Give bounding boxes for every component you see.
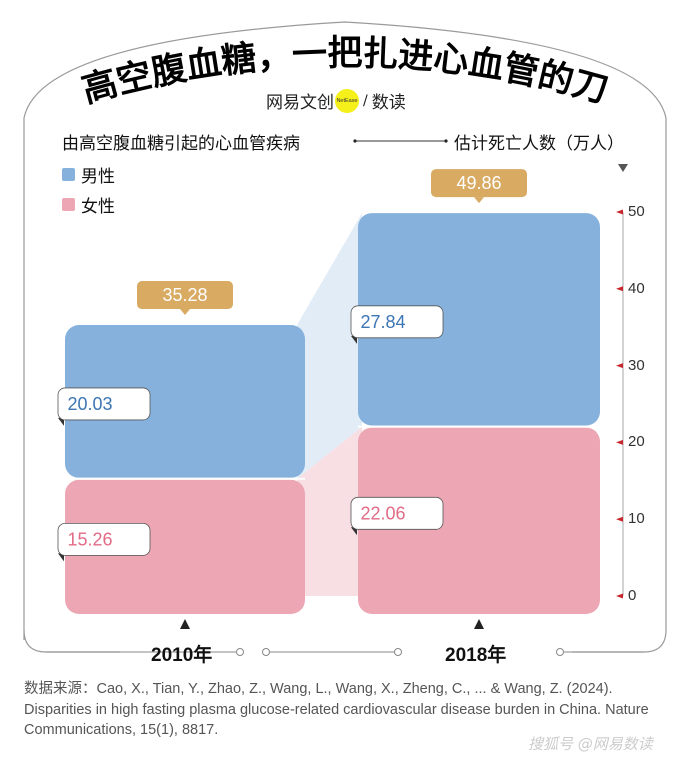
timeline-node-0 bbox=[236, 648, 244, 656]
y-tick-label: 10 bbox=[628, 510, 645, 528]
y-tick-label: 40 bbox=[628, 279, 645, 297]
bar-male-0 bbox=[65, 325, 305, 478]
y-tick-marker-2 bbox=[616, 439, 623, 445]
timeline-node-3 bbox=[556, 648, 564, 656]
year-marker-0 bbox=[180, 619, 190, 629]
legend-swatch-male bbox=[62, 168, 75, 181]
bar-female-0 bbox=[65, 479, 305, 614]
total-label-1: 49.86 bbox=[456, 173, 501, 193]
connector-female bbox=[297, 426, 362, 596]
frame-border bbox=[23, 21, 667, 653]
y-tick-label: 20 bbox=[628, 433, 645, 451]
y-tick-label: 30 bbox=[628, 356, 645, 374]
brand-badge: NetEase bbox=[335, 88, 359, 113]
total-badge-1 bbox=[431, 169, 527, 198]
legend-label-male: 男性 bbox=[81, 167, 115, 187]
frame-border-bottom-left bbox=[23, 629, 120, 653]
x-tick-label-0: 2010年 bbox=[151, 645, 213, 666]
connector-male bbox=[297, 213, 362, 479]
bar-female-1 bbox=[358, 427, 600, 614]
year-marker-1 bbox=[474, 619, 484, 629]
data-source: 数据来源：Cao, X., Tian, Y., Zhao, Z., Wang, … bbox=[24, 681, 649, 738]
total-label-0: 35.28 bbox=[162, 285, 207, 305]
x-tick-label-1: 2018年 bbox=[445, 645, 507, 666]
watermark: 搜狐号 @网易数读 bbox=[528, 735, 653, 753]
legend-item-female: 女性 bbox=[62, 192, 115, 217]
total-badge-pointer-1 bbox=[474, 197, 484, 204]
male-value-label-0-box bbox=[57, 387, 151, 421]
y-tick-marker-0 bbox=[616, 593, 623, 599]
bar-male-1 bbox=[358, 213, 600, 426]
female-value-label-0-box bbox=[57, 523, 151, 556]
brand-separator: / bbox=[363, 92, 368, 109]
stacked-bar-chart: 35.28 20.03 15.26 49.86 27.84 22.06 bbox=[46, 164, 644, 656]
timeline-node-1 bbox=[262, 648, 270, 656]
y-tick-marker-5 bbox=[616, 209, 623, 215]
total-badge-pointer-0 bbox=[180, 309, 190, 316]
y-tick-marker-3 bbox=[616, 363, 623, 369]
female-value-label-0-text: 15.26 bbox=[67, 529, 112, 549]
female-value-label-1-box bbox=[350, 496, 444, 530]
male-value-label-1-text: 27.84 bbox=[360, 312, 405, 332]
subtitle-connector bbox=[353, 139, 448, 143]
male-value-label-0-text: 20.03 bbox=[67, 394, 112, 414]
male-value-label-1-box bbox=[350, 305, 444, 339]
y-tick-marker-4 bbox=[616, 286, 623, 292]
female-value-label-1-text: 22.06 bbox=[360, 503, 405, 523]
total-badge-0 bbox=[137, 281, 233, 310]
legend-item-male: 男性 bbox=[62, 162, 115, 187]
brand-logo: 网易文创 NetEase / 数读 bbox=[266, 88, 406, 113]
y-tick-label: 50 bbox=[628, 203, 645, 220]
y-axis-arrow-icon bbox=[618, 164, 628, 172]
male-value-label-1-fold bbox=[351, 335, 357, 344]
timeline-node-2 bbox=[394, 648, 402, 656]
brand-right: 数读 bbox=[371, 93, 406, 113]
male-value-label-0-fold bbox=[58, 417, 64, 426]
legend-swatch-female bbox=[62, 198, 75, 211]
y-tick-marker-1 bbox=[616, 516, 623, 522]
legend-label-female: 女性 bbox=[81, 197, 115, 217]
y-tick-label: 0 bbox=[628, 587, 637, 604]
y-axis-title: 估计死亡人数（万人） bbox=[454, 134, 624, 154]
brand-left: 网易文创 bbox=[266, 93, 334, 113]
chart-subtitle: 由高空腹血糖引起的心血管疾病 bbox=[62, 134, 300, 154]
female-value-label-0-fold bbox=[58, 553, 64, 562]
female-value-label-1-fold bbox=[351, 527, 357, 536]
